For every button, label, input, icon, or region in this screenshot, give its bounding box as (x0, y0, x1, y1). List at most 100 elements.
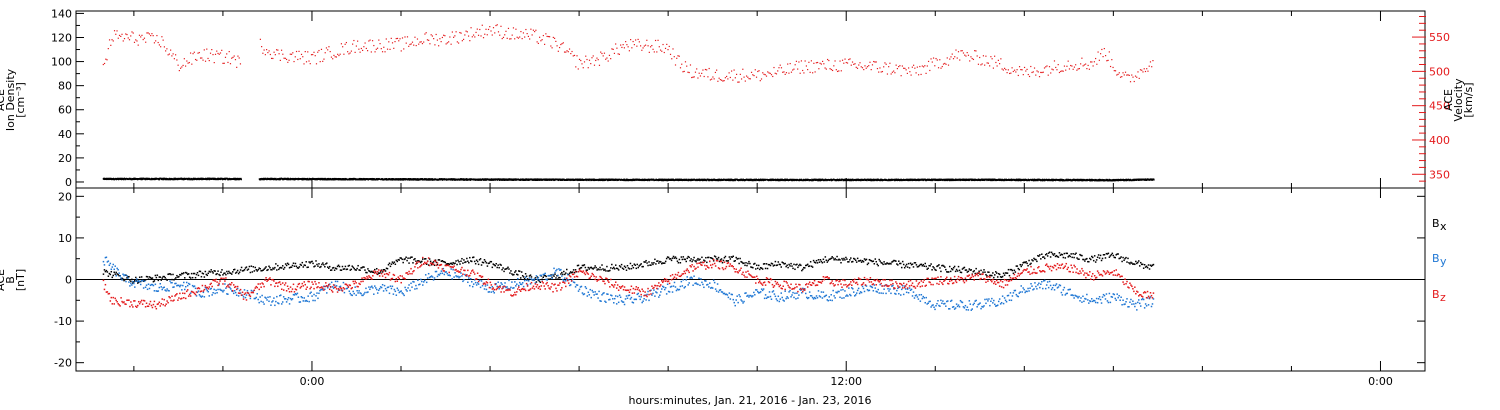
density-point (626, 178, 628, 180)
density-point (602, 179, 604, 182)
density-point (947, 179, 949, 181)
density-point (743, 179, 745, 181)
density-point (466, 178, 468, 180)
density-point (760, 178, 762, 180)
density-point (259, 178, 261, 180)
density-point (182, 177, 184, 180)
density-point (907, 179, 909, 182)
density-point (157, 178, 159, 180)
density-axis-label-line: ACE (0, 89, 7, 111)
density-point (534, 178, 536, 180)
velocity-tick-label: 400 (1429, 134, 1450, 147)
density-point (590, 178, 592, 180)
density-point (669, 178, 671, 181)
density-point (657, 179, 660, 182)
density-point (300, 178, 302, 180)
density-point (972, 179, 974, 182)
density-point (369, 178, 371, 181)
density-point (843, 180, 845, 182)
density-point (410, 178, 412, 180)
density-point (900, 179, 902, 182)
density-point (588, 179, 590, 182)
density-point (859, 179, 861, 181)
velocity-axis-label-line: [km/s] (1462, 82, 1475, 117)
density-point (469, 179, 471, 181)
density-point (799, 179, 801, 182)
density-point (162, 177, 165, 179)
density-point (207, 178, 210, 180)
density-point (305, 178, 307, 180)
density-point (451, 179, 453, 181)
density-point (767, 179, 769, 181)
density-tick-label: 140 (51, 7, 72, 20)
density-point (567, 179, 569, 181)
density-point (443, 179, 446, 181)
density-point (986, 179, 988, 182)
density-point (644, 178, 646, 180)
density-point (262, 178, 264, 180)
density-point (794, 179, 796, 181)
density-point (294, 179, 296, 181)
density-point (462, 179, 465, 181)
density-point (623, 178, 625, 180)
density-point (286, 178, 289, 181)
density-point (179, 177, 181, 179)
density-point (128, 178, 130, 181)
density-point (209, 178, 211, 181)
density-tick-label: 100 (51, 56, 72, 69)
density-point (381, 178, 383, 181)
density-point (274, 178, 276, 181)
density-point (793, 179, 795, 182)
density-point (400, 178, 402, 180)
density-point (824, 179, 826, 182)
density-point (948, 179, 950, 181)
velocity-tick-label: 500 (1429, 65, 1450, 78)
density-point (145, 178, 147, 180)
density-point (428, 179, 430, 181)
density-point (370, 178, 372, 181)
density-point (942, 179, 944, 182)
density-point (675, 179, 677, 181)
density-point (401, 179, 404, 181)
density-point (302, 179, 304, 181)
density-point (411, 178, 413, 180)
density-point (971, 178, 973, 180)
density-point (575, 178, 577, 180)
density-point (146, 177, 148, 180)
density-point (980, 178, 983, 180)
density-point (553, 178, 555, 180)
density-point (708, 180, 710, 182)
density-axis-label-line: [cm⁻³] (14, 82, 27, 118)
density-point (728, 179, 730, 182)
density-point (664, 178, 666, 180)
density-point (549, 178, 551, 180)
density-point (934, 179, 936, 181)
density-point (363, 179, 365, 181)
density-point (863, 179, 865, 182)
density-point (592, 179, 594, 182)
density-point (759, 179, 761, 181)
density-point (682, 178, 684, 181)
density-point (966, 178, 968, 180)
density-point (498, 178, 500, 180)
density-point (377, 178, 380, 181)
density-point (887, 180, 889, 182)
density-point (311, 178, 314, 181)
density-point (166, 178, 168, 181)
density-point (770, 179, 772, 182)
density-point (808, 179, 810, 181)
density-point (811, 178, 813, 180)
density-point (512, 179, 514, 181)
density-point (189, 177, 191, 179)
density-point (421, 179, 423, 181)
density-point (880, 178, 882, 180)
density-point (781, 178, 783, 180)
density-point (283, 178, 285, 181)
density-point (201, 177, 203, 180)
density-point (175, 177, 177, 179)
density-point (377, 179, 379, 181)
density-point (690, 178, 693, 180)
density-point (698, 179, 700, 181)
density-point (600, 179, 603, 181)
density-point (280, 178, 282, 180)
